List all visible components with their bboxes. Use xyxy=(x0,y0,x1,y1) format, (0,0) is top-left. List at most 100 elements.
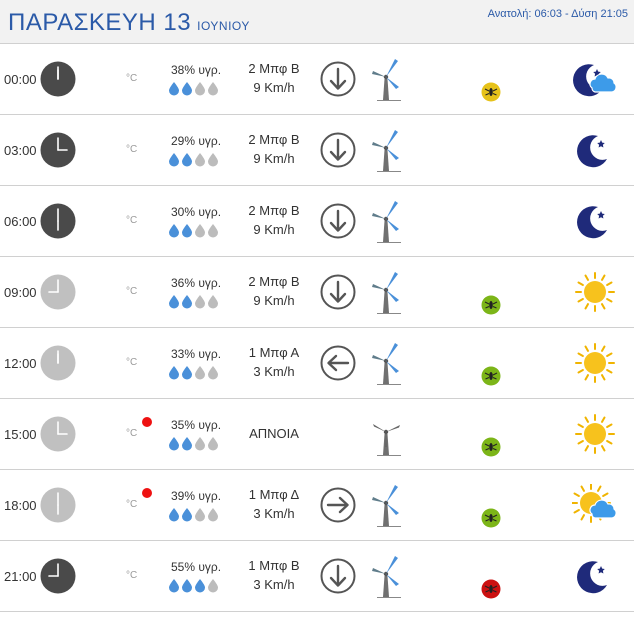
uv-mid-badge xyxy=(481,437,501,457)
humidity-drops-icon xyxy=(168,578,224,593)
uv-mid-badge xyxy=(481,508,501,528)
uv-index-icon xyxy=(481,437,501,457)
humidity: 29% υγρ. xyxy=(171,134,222,148)
temperature: °C xyxy=(126,499,138,510)
moon-cloud-icon xyxy=(572,58,618,100)
wind-direction-arrow-icon xyxy=(320,132,356,168)
humidity-drops-icon xyxy=(168,81,224,96)
weather-sun-cloud xyxy=(571,483,617,523)
uv-low-badge xyxy=(481,82,501,102)
wind-beaufort: 1 Μπφ Α xyxy=(248,345,300,360)
clock-face xyxy=(40,558,76,594)
clock-face xyxy=(40,61,76,97)
weather-sun xyxy=(575,414,615,454)
temperature: °C xyxy=(126,286,138,297)
weather-moon xyxy=(577,561,607,594)
drops xyxy=(169,366,218,380)
sun-icon xyxy=(572,342,618,384)
wind-turbine-icon xyxy=(368,342,404,386)
wind-turbine-icon xyxy=(368,413,404,457)
weather-moon-cloud xyxy=(573,64,617,97)
humidity-drops-icon xyxy=(168,436,224,451)
clock-icon xyxy=(40,487,76,523)
forecast-time: 21:00 xyxy=(4,569,37,584)
clock-face xyxy=(40,203,76,239)
forecast-time: 18:00 xyxy=(4,498,37,513)
clock-icon xyxy=(40,345,76,381)
wind-beaufort: 2 Μπφ Β xyxy=(248,61,300,76)
temperature: °C xyxy=(126,357,138,368)
temperature: °C xyxy=(126,428,138,439)
clock-face xyxy=(40,416,76,452)
wind-beaufort: 1 Μπφ Β xyxy=(248,558,300,573)
uv-index-icon xyxy=(481,82,501,102)
turbine xyxy=(372,556,401,598)
day-header: ΠΑΡΑΣΚΕΥΗ 13 ΙΟΥΝΙΟΥ Ανατολή: 06:03 - Δύσ… xyxy=(0,0,634,44)
forecast-row: 15:00 °C 35% υγρ. ΑΠΝΟΙΑ xyxy=(0,399,634,470)
wind-turbine-icon xyxy=(368,484,404,528)
wind-turbine-icon xyxy=(368,200,404,244)
turbine xyxy=(372,201,401,243)
wind-turbine-icon xyxy=(368,555,404,599)
forecast-time: 03:00 xyxy=(4,143,37,158)
humidity: 39% υγρ. xyxy=(171,489,222,503)
clock-icon xyxy=(40,132,76,168)
wind-speed: 9 Km/h xyxy=(253,151,295,166)
clock-face xyxy=(40,487,76,523)
wind-speed: 3 Km/h xyxy=(253,364,295,379)
wind-turbine-icon xyxy=(368,129,404,173)
humidity: 38% υγρ. xyxy=(171,63,222,77)
clock-face xyxy=(40,132,76,168)
arrow-down xyxy=(320,203,356,239)
forecast-time: 06:00 xyxy=(4,214,37,229)
wind-speed: 9 Km/h xyxy=(253,80,295,95)
drops xyxy=(169,437,218,451)
wind-direction-arrow-icon xyxy=(320,61,356,97)
temperature: °C xyxy=(126,215,138,226)
turbine xyxy=(373,424,401,456)
drops xyxy=(169,82,218,96)
forecast-time: 15:00 xyxy=(4,427,37,442)
sunrise-sunset: Ανατολή: 06:03 - Δύση 21:05 xyxy=(487,8,628,20)
clock-icon xyxy=(40,416,76,452)
humidity-drops-icon xyxy=(168,365,224,380)
uv-index-icon xyxy=(481,579,501,599)
clock-face xyxy=(40,345,76,381)
forecast-row: 21:00 °C 55% υγρ. 1 Μπφ Β 3 Km/h xyxy=(0,541,634,612)
humidity: 55% υγρ. xyxy=(171,560,222,574)
forecast-row: 00:00 °C 38% υγρ. 2 Μπφ Β 9 Km/h xyxy=(0,44,634,115)
day-title: ΠΑΡΑΣΚΕΥΗ 13 ΙΟΥΝΙΟΥ xyxy=(8,9,250,37)
weather-sun xyxy=(575,343,615,383)
sun-icon xyxy=(572,271,618,313)
alert-dot-icon xyxy=(142,488,152,498)
temperature: °C xyxy=(126,570,138,581)
temperature: °C xyxy=(126,144,138,155)
wind-direction-arrow-icon xyxy=(320,345,356,381)
temperature: °C xyxy=(126,73,138,84)
drops xyxy=(169,224,218,238)
day-name: ΠΑΡΑΣΚΕΥΗ 13 xyxy=(8,9,192,36)
wind-direction-arrow-icon xyxy=(320,203,356,239)
moon-icon xyxy=(572,129,618,171)
drops xyxy=(169,153,218,167)
arrow-down xyxy=(320,274,356,310)
arrow-right xyxy=(320,487,356,523)
turbine xyxy=(372,130,401,172)
month-name: ΙΟΥΝΙΟΥ xyxy=(197,19,250,33)
turbine xyxy=(372,272,401,314)
wind-calm: ΑΠΝΟΙΑ xyxy=(249,426,299,441)
wind-speed: 9 Km/h xyxy=(253,222,295,237)
clock-icon xyxy=(40,203,76,239)
arrow-down xyxy=(320,132,356,168)
humidity: 33% υγρ. xyxy=(171,347,222,361)
humidity: 36% υγρ. xyxy=(171,276,222,290)
drops xyxy=(169,508,218,522)
wind-speed: 3 Km/h xyxy=(253,577,295,592)
wind-direction-arrow-icon xyxy=(320,487,356,523)
humidity-drops-icon xyxy=(168,152,224,167)
weather-sun xyxy=(575,272,615,312)
moon-icon xyxy=(572,555,618,597)
humidity-drops-icon xyxy=(168,507,224,522)
uv-index-icon xyxy=(481,295,501,315)
forecast-row: 06:00 °C 30% υγρ. 2 Μπφ Β 9 Km/h xyxy=(0,186,634,257)
